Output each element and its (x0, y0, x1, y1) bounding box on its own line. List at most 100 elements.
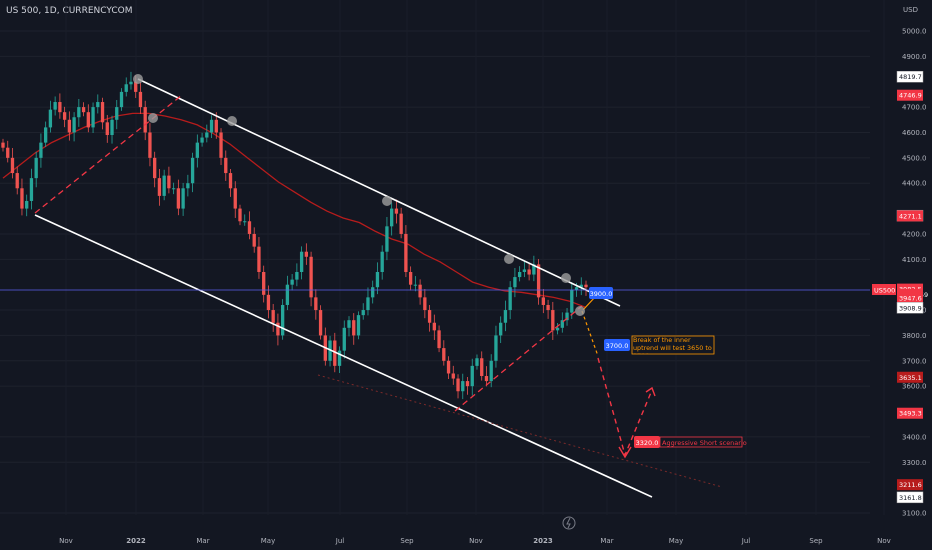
annotation-note-short[interactable]: Aggressive Short scenario (659, 436, 747, 448)
price-tag-label: 3211.6 (899, 481, 922, 489)
candle-body (167, 175, 171, 189)
pivot-marker (561, 273, 571, 283)
candle-body (200, 137, 204, 143)
candle-body (243, 221, 247, 223)
y-tick-label: 4100.0 (902, 256, 927, 264)
candle-body (77, 107, 81, 118)
y-tick-label: 3600.0 (902, 383, 927, 391)
candle-body (371, 287, 375, 298)
y-tick-label: 4700.0 (902, 104, 927, 112)
y-tick-label: 4900.0 (902, 53, 927, 61)
annotation-3700-tag[interactable]: 3700.0 (604, 339, 630, 351)
arrow-head-up (645, 386, 656, 397)
candle-body (347, 320, 351, 328)
candle-body (10, 157, 15, 174)
candle-body (58, 102, 62, 113)
y-tick-label: 3400.0 (902, 433, 927, 441)
svg-text:3900.0: 3900.0 (590, 290, 613, 298)
svg-text:Aggressive Short scenario: Aggressive Short scenario (662, 439, 747, 447)
candle-body (465, 381, 470, 387)
candle-body (546, 304, 550, 311)
candle-body (67, 119, 72, 133)
candle-body (456, 378, 460, 392)
candle-body (228, 173, 233, 189)
y-tick-label: 4200.0 (902, 230, 927, 238)
candle-body (366, 297, 370, 311)
candle-body (484, 376, 489, 382)
price-tag-label: 3161.8 (899, 494, 922, 502)
candle-body (574, 287, 579, 290)
price-tag (897, 479, 923, 491)
y-tick-label: 4400.0 (902, 180, 927, 188)
inner-uptrend-line-1 (34, 94, 183, 214)
price-tag-label: 4746.9 (899, 92, 922, 100)
candle-body (91, 107, 95, 128)
price-tag-label: 4819.7 (899, 73, 922, 81)
candle-body (100, 102, 105, 123)
candle-body (252, 233, 256, 247)
candle-body (15, 173, 19, 189)
candle-body (266, 294, 271, 311)
price-tag-label: 3493.3 (899, 410, 922, 418)
candle-body (119, 91, 124, 108)
candle-body (522, 269, 527, 272)
y-tick-label: 4600.0 (902, 129, 927, 137)
candle-body (214, 119, 218, 133)
candle-body (205, 132, 209, 138)
candle-body (418, 284, 422, 298)
y-tick-label: 3100.0 (902, 510, 927, 518)
candle-body (72, 117, 76, 133)
lightning-icon[interactable] (562, 516, 576, 530)
candle-body (432, 322, 436, 331)
candle-body (299, 251, 304, 272)
candle-body (408, 272, 413, 285)
candle-body (480, 358, 484, 377)
inner-uptrend-line-2 (454, 305, 583, 412)
candle-body (560, 320, 564, 328)
projection-path-red (597, 357, 653, 458)
candle-body (39, 142, 43, 158)
candle-body (171, 188, 176, 190)
candle-body (148, 132, 152, 158)
projection-path-orange (581, 310, 599, 357)
candle-body (285, 284, 290, 305)
candle-body (262, 272, 266, 295)
channel-upper-line (137, 78, 621, 307)
y-tick-label: 3800.0 (902, 332, 927, 340)
candle-body (437, 330, 441, 349)
x-tick-label: May (261, 537, 275, 545)
candle-body (247, 221, 252, 234)
candle-body (536, 264, 541, 298)
annotation-note-break[interactable]: Break of the inner uptrend will test 365… (631, 335, 715, 355)
annotation-3320-tag[interactable]: 3320.0 (634, 436, 660, 448)
candle-body (380, 251, 384, 272)
candle-body (375, 272, 380, 288)
candle-body (361, 310, 365, 316)
candle-body (280, 304, 285, 336)
candle-body (309, 256, 313, 298)
candle-body (86, 112, 90, 128)
candle-body (195, 142, 199, 158)
y-tick-label: 3700.0 (902, 357, 927, 365)
candle-body (427, 310, 432, 323)
candle-body (129, 81, 133, 85)
annotation-3900-tag[interactable]: 3900.0 (589, 287, 613, 299)
x-tick-label: Sep (809, 537, 823, 545)
candle-body (342, 327, 346, 351)
candle-body (579, 284, 583, 288)
candle-body (157, 178, 162, 196)
candle-body (238, 208, 242, 222)
price-tag-label: 3947.6 (899, 294, 922, 302)
price-tag (896, 491, 924, 504)
candle-body (541, 297, 546, 305)
candle-body (399, 213, 403, 234)
x-tick-label: Mar (600, 537, 613, 545)
candle-body (551, 310, 555, 331)
candle-body (503, 310, 508, 323)
candle-body (584, 284, 588, 288)
price-tag (896, 302, 924, 314)
candle-body (499, 322, 503, 336)
candle-body (20, 188, 24, 209)
candle-body (390, 208, 394, 227)
